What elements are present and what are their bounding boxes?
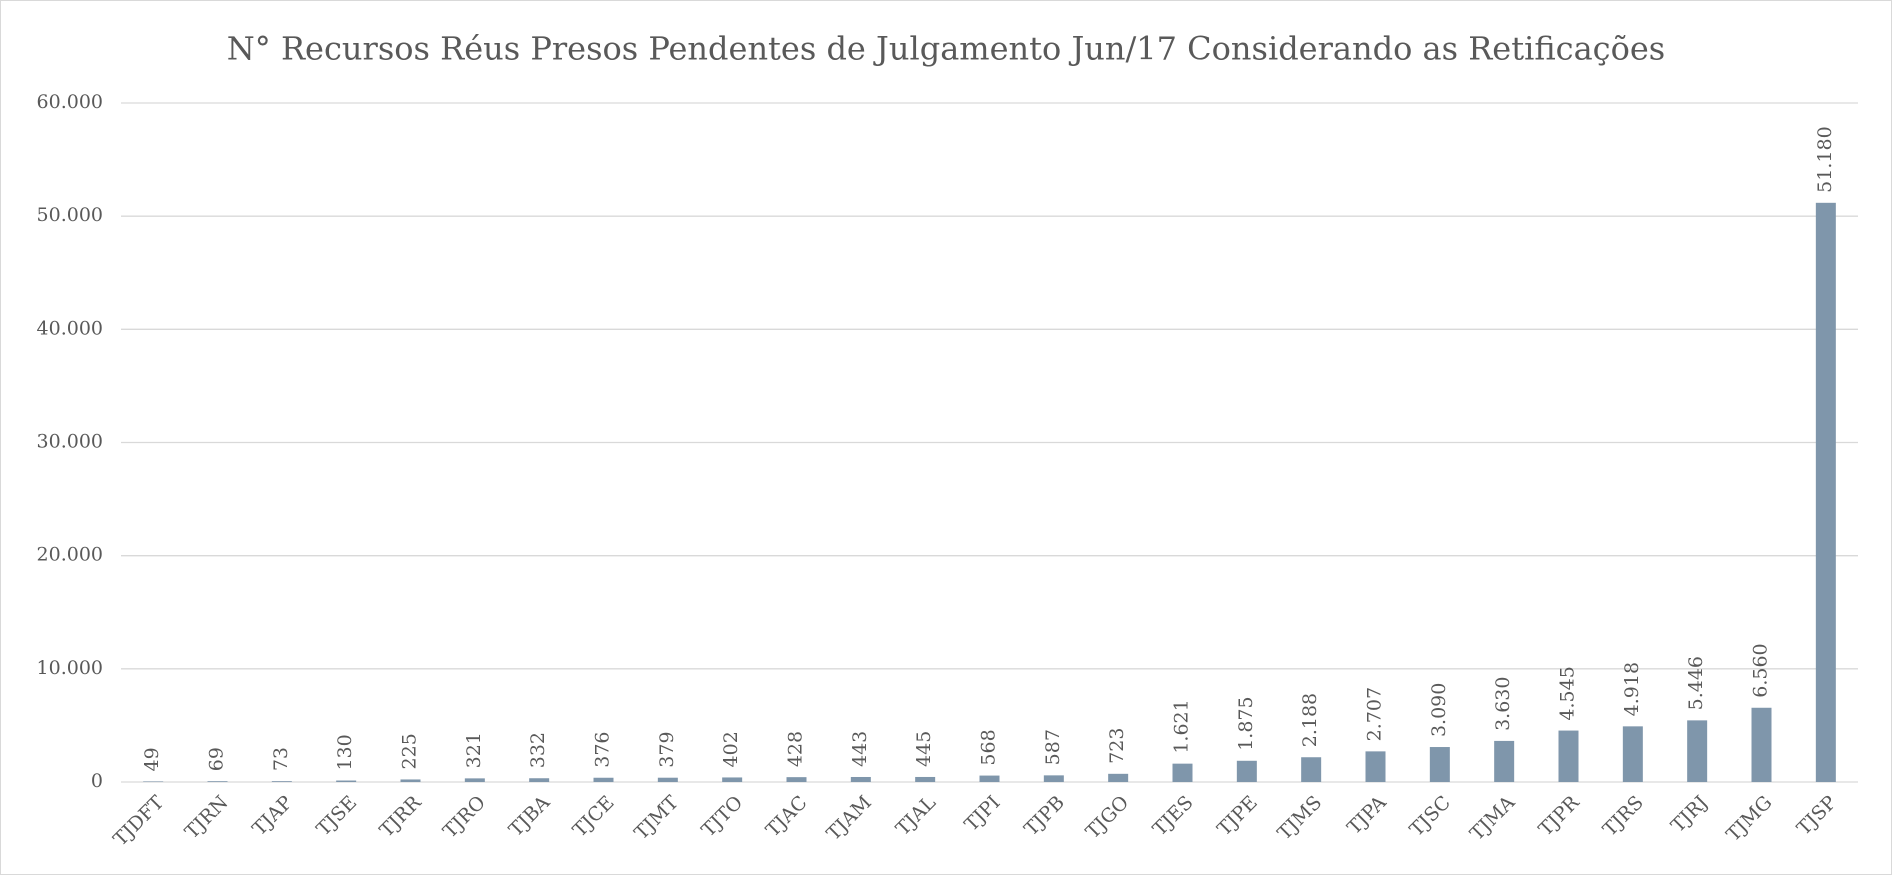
bar [722,777,743,782]
bar [1043,775,1064,782]
data-label: 130 [334,734,356,770]
bar [593,777,614,782]
y-tick-label: 0 [91,770,103,792]
y-tick-label: 60.000 [37,91,103,113]
y-tick-label: 50.000 [37,204,103,226]
data-label: 2.707 [1364,687,1386,741]
bar [271,781,292,782]
bar [979,775,1000,782]
bar [1108,773,1129,782]
data-label: 2.188 [1299,693,1321,747]
bar [1365,751,1386,782]
bar [786,777,807,782]
bar [1751,707,1772,782]
data-label: 6.560 [1750,643,1772,697]
bar [336,780,357,782]
data-label: 723 [1106,728,1128,764]
data-label: 73 [270,747,292,771]
bar [1622,726,1643,782]
data-label: 568 [978,729,1000,765]
data-label: 587 [1042,729,1064,765]
bar [1172,763,1193,782]
data-label: 1.621 [1171,699,1193,753]
data-label: 3.090 [1428,683,1450,737]
bar [1687,720,1708,782]
data-label: 402 [720,731,742,767]
y-tick-label: 20.000 [37,544,103,566]
bar [850,776,871,782]
bar [657,777,678,782]
data-label: 3.630 [1492,677,1514,731]
data-label: 4.918 [1621,662,1643,716]
bar [1236,760,1257,782]
data-label: 428 [785,731,807,767]
data-label: 332 [527,732,549,768]
bar [207,781,228,782]
bar [1429,747,1450,782]
bar [1301,757,1322,782]
y-tick-label: 40.000 [37,317,103,339]
data-label: 321 [463,732,485,768]
data-label: 376 [592,731,614,767]
data-label: 5.446 [1685,656,1707,710]
bar [1815,202,1836,783]
data-label: 225 [399,733,421,769]
data-label: 1.875 [1235,696,1257,750]
data-label: 445 [913,731,935,767]
y-tick-label: 30.000 [37,431,103,453]
data-label: 4.545 [1557,666,1579,720]
bar [400,779,421,782]
y-tick-label: 10.000 [37,657,103,679]
bar [143,781,164,782]
data-label: 49 [141,747,163,771]
bar [464,778,485,782]
data-label: 51.180 [1814,126,1836,192]
data-label: 443 [849,731,871,767]
bar [915,776,936,782]
bar [1558,730,1579,782]
bar [529,778,550,782]
data-label: 69 [206,747,228,771]
chart-title: N° Recursos Réus Presos Pendentes de Jul… [227,30,1665,68]
data-label: 379 [656,731,678,767]
bar [1494,740,1515,782]
